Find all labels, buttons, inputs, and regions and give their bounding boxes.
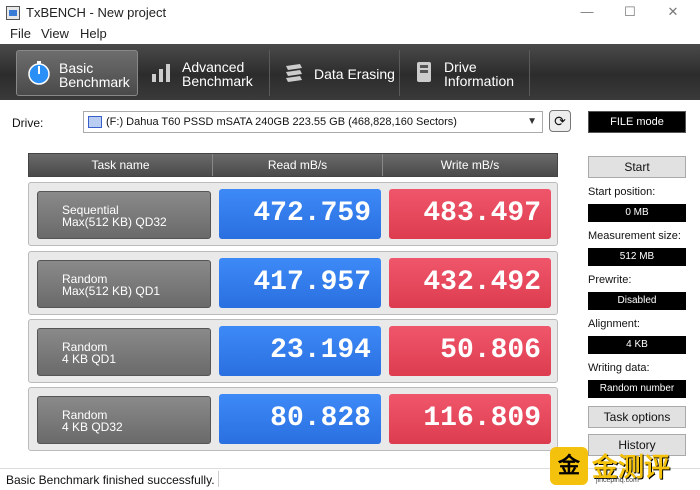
close-icon[interactable]: ✕ — [667, 4, 679, 19]
start-position-label: Start position: — [588, 186, 656, 198]
table-row: Random 4 KB QD32 80.828 116.809 — [28, 387, 558, 451]
task-options-button[interactable]: Task options — [588, 406, 686, 428]
gauge-icon — [28, 61, 50, 85]
drive-selected-value: (F:) Dahua T60 PSSD mSATA 240GB 223.55 G… — [106, 116, 457, 128]
header-task-name: Task name — [29, 154, 213, 176]
drive-icon — [88, 116, 102, 128]
measurement-size-label: Measurement size: — [588, 230, 681, 242]
task-button-random-4kb-qd32[interactable]: Random 4 KB QD32 — [37, 396, 211, 444]
read-value: 417.957 — [219, 258, 381, 308]
task-button-random-qd1[interactable]: Random Max(512 KB) QD1 — [37, 260, 211, 308]
window-title: TxBENCH - New project — [26, 5, 167, 20]
write-value: 116.809 — [389, 394, 551, 444]
alignment-value[interactable]: 4 KB — [588, 336, 686, 354]
eraser-icon — [286, 64, 302, 82]
table-row: Random Max(512 KB) QD1 417.957 432.492 — [28, 251, 558, 315]
read-value: 23.194 — [219, 326, 381, 376]
table-row: Random 4 KB QD1 23.194 50.806 — [28, 319, 558, 383]
task-label: Random 4 KB QD1 — [62, 340, 117, 366]
status-text: Basic Benchmark finished successfully. — [6, 473, 215, 487]
watermark-url: jincepinq.com — [596, 477, 639, 484]
refresh-button[interactable]: ⟳ — [549, 110, 571, 132]
bar-chart-icon — [152, 64, 170, 82]
table-header: Task name Read mB/s Write mB/s — [28, 153, 558, 177]
write-value: 50.806 — [389, 326, 551, 376]
task-button-sequential-qd32[interactable]: Sequential Max(512 KB) QD32 — [37, 191, 211, 239]
measurement-size-value[interactable]: 512 MB — [588, 248, 686, 266]
tab-data-erasing[interactable]: Data Erasing — [272, 50, 400, 96]
menu-bar: File View Help — [0, 26, 700, 44]
task-label: Sequential Max(512 KB) QD32 — [62, 203, 167, 229]
tab-drive-information[interactable]: Drive Information — [402, 50, 530, 96]
header-read: Read mB/s — [213, 154, 383, 176]
prewrite-label: Prewrite: — [588, 274, 632, 286]
tab-basic-benchmark[interactable]: Basic Benchmark — [16, 50, 138, 96]
maximize-icon[interactable]: ☐ — [624, 4, 636, 19]
app-icon — [6, 6, 20, 20]
toolbar: Basic Benchmark Advanced Benchmark Data … — [0, 44, 700, 100]
status-bar: Basic Benchmark finished successfully. — [0, 468, 700, 490]
read-value: 80.828 — [219, 394, 381, 444]
start-button[interactable]: Start — [588, 156, 686, 178]
drive-select[interactable]: (F:) Dahua T60 PSSD mSATA 240GB 223.55 G… — [83, 111, 543, 133]
refresh-icon: ⟳ — [554, 113, 566, 129]
write-value: 483.497 — [389, 189, 551, 239]
menu-help[interactable]: Help — [80, 26, 107, 41]
menu-view[interactable]: View — [41, 26, 69, 41]
history-button[interactable]: History — [588, 434, 686, 456]
write-value: 432.492 — [389, 258, 551, 308]
task-label: Random 4 KB QD32 — [62, 408, 123, 434]
watermark-badge: 金 — [550, 447, 588, 485]
file-mode-indicator[interactable]: FILE mode — [588, 111, 686, 133]
drive-label: Drive: — [12, 116, 44, 130]
writing-data-label: Writing data: — [588, 362, 650, 374]
minimize-icon[interactable]: — — [580, 4, 594, 19]
task-button-random-4kb-qd1[interactable]: Random 4 KB QD1 — [37, 328, 211, 376]
header-write: Write mB/s — [440, 158, 500, 172]
task-label: Random Max(512 KB) QD1 — [62, 272, 161, 298]
alignment-label: Alignment: — [588, 318, 640, 330]
title-bar: TxBENCH - New project — ☐ ✕ — [0, 0, 700, 26]
watermark-logo: 金 金测评 jincepinq.com — [548, 445, 698, 490]
start-position-value[interactable]: 0 MB — [588, 204, 686, 222]
prewrite-value[interactable]: Disabled — [588, 292, 686, 310]
tab-label: Drive Information — [444, 59, 515, 89]
drive-info-icon — [417, 62, 431, 82]
tab-advanced-benchmark[interactable]: Advanced Benchmark — [140, 50, 270, 96]
status-divider — [218, 471, 219, 487]
menu-file[interactable]: File — [10, 26, 31, 41]
table-row: Sequential Max(512 KB) QD32 472.759 483.… — [28, 182, 558, 246]
chevron-down-icon: ▼ — [527, 116, 537, 127]
tab-label: Basic Benchmark — [59, 60, 130, 90]
writing-data-value[interactable]: Random number — [588, 380, 686, 398]
read-value: 472.759 — [219, 189, 381, 239]
tab-label: Data Erasing — [314, 66, 395, 82]
watermark-text: 金测评 — [592, 452, 671, 482]
tab-label: Advanced Benchmark — [182, 59, 253, 89]
